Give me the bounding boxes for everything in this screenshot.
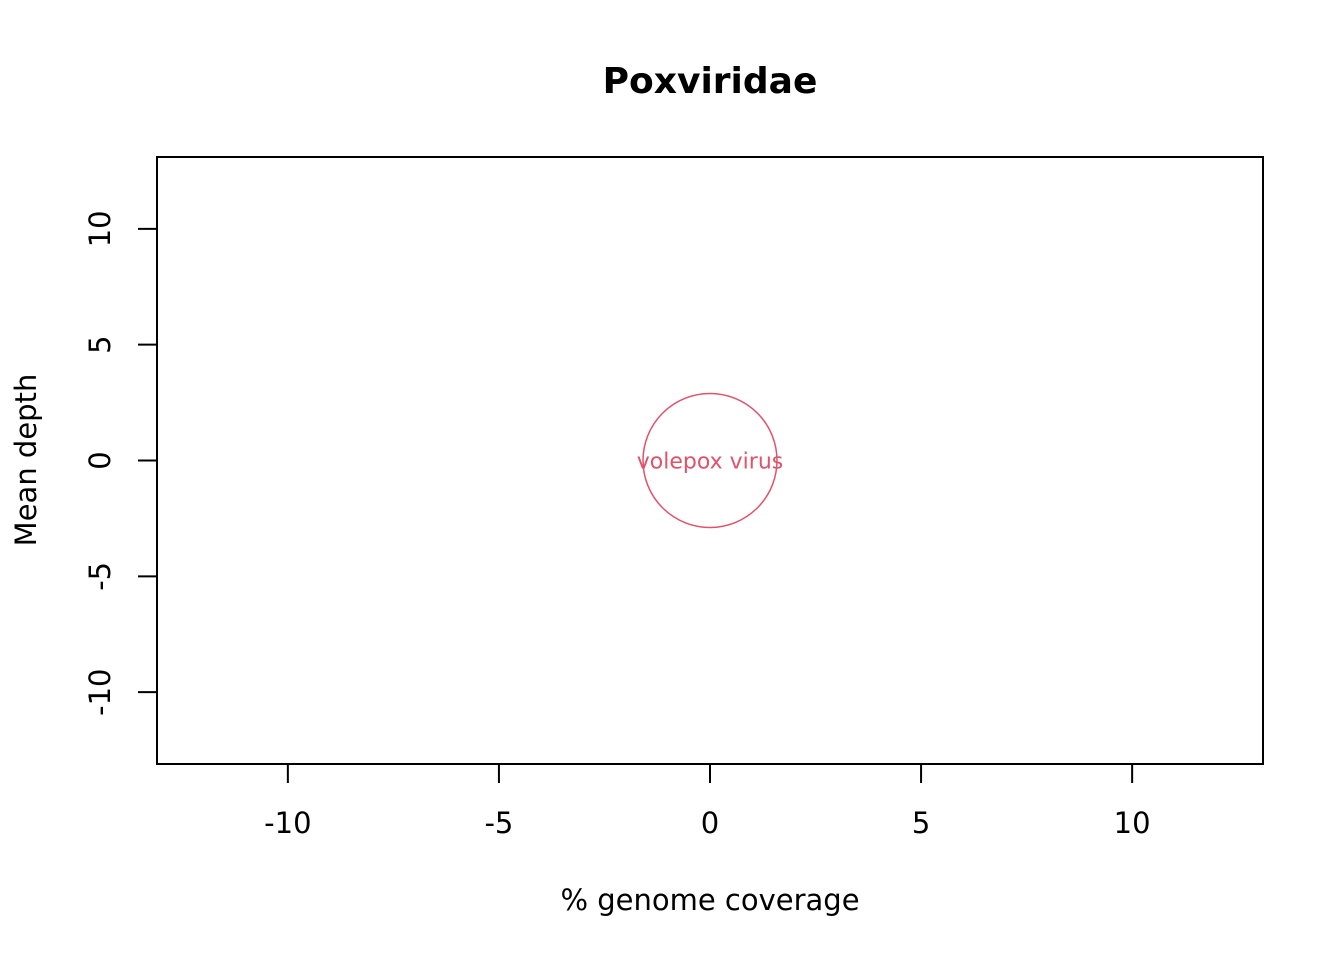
- x-tick-label: -5: [484, 806, 513, 840]
- y-tick-label: 5: [83, 335, 117, 353]
- x-tick-label: 10: [1114, 806, 1151, 840]
- y-tick-label: 10: [83, 210, 117, 247]
- y-tick-label: 0: [83, 451, 117, 469]
- x-axis: -10 -5 0 5 10: [264, 763, 1151, 840]
- y-tick-label: -5: [83, 562, 117, 591]
- y-axis-label: Mean depth: [9, 374, 43, 547]
- data-point: [642, 392, 778, 529]
- x-tick-label: -10: [264, 806, 311, 840]
- data-points: volepox virus: [637, 392, 783, 529]
- x-tick-label: 5: [912, 806, 930, 840]
- x-tick-label: 0: [701, 806, 719, 840]
- y-axis: -10 -5 0 5 10: [83, 210, 158, 716]
- y-tick-label: -10: [83, 668, 117, 715]
- x-axis-label: % genome coverage: [560, 883, 859, 917]
- data-point-label: volepox virus: [637, 450, 783, 475]
- chart-title: Poxviridae: [603, 61, 818, 102]
